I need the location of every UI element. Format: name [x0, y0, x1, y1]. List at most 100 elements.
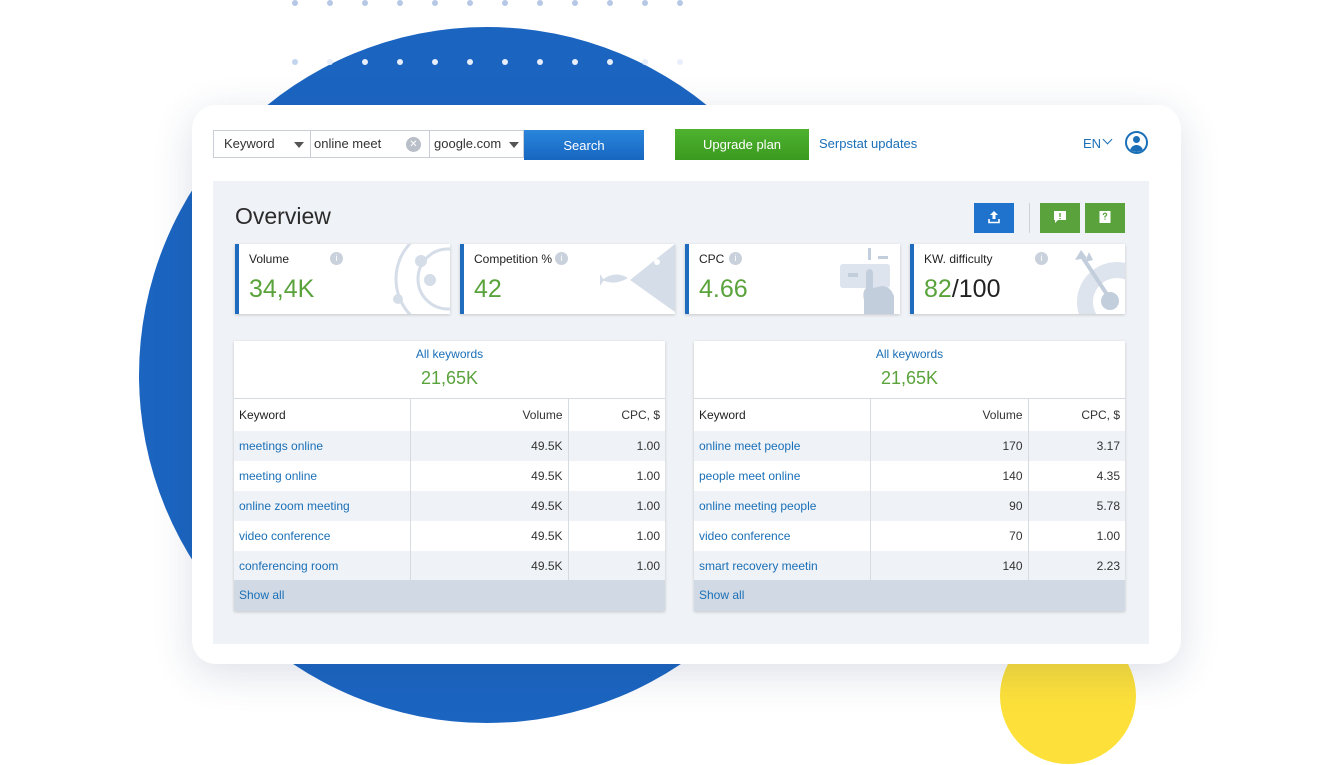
column-header-volume[interactable]: Volume [409, 398, 568, 431]
keyword-link[interactable]: video conference [239, 529, 331, 543]
click-hand-icon [840, 248, 894, 314]
info-icon[interactable]: i [1035, 252, 1048, 265]
metric-label: Volume [249, 252, 290, 266]
cpc-cell: 1.00 [567, 491, 665, 521]
cpc-cell: 4.35 [1027, 461, 1125, 491]
decorative-dots-row [292, 59, 692, 67]
keyword-link[interactable]: video conference [699, 529, 791, 543]
keyword-link[interactable]: online zoom meeting [234, 491, 410, 521]
clear-icon[interactable]: ✕ [406, 137, 421, 152]
feedback-button[interactable] [1040, 203, 1080, 233]
keyword-link[interactable]: meeting online [239, 469, 318, 483]
metric-card-competition: Competition % i 42 [460, 244, 675, 314]
cpc-cell: 1.00 [1027, 521, 1125, 551]
decorative-dots-row [292, 0, 692, 8]
cpc-cell: 1.00 [567, 551, 665, 581]
column-header-cpc[interactable]: CPC, $ [1027, 398, 1125, 431]
database-select[interactable]: google.com [429, 130, 524, 158]
cpc-cell: 1.00 [567, 521, 665, 551]
show-all-bar: Show all [694, 580, 1125, 611]
keywords-grid: Keyword Volume CPC, $ meetings online 49… [234, 398, 665, 581]
comment-alert-icon [1054, 210, 1066, 223]
app-window: Keyword online meet ✕ google.com Search … [192, 105, 1181, 664]
table-row: smart recovery meetin 140 2.23 [694, 551, 1125, 581]
table-row: people meet online 140 4.35 [694, 461, 1125, 491]
volume-cell: 170 [869, 431, 1028, 461]
export-button[interactable] [974, 203, 1014, 233]
volume-cell: 90 [869, 491, 1028, 521]
info-icon[interactable]: i [729, 252, 742, 265]
cpc-cell: 1.00 [567, 431, 665, 461]
chevron-down-icon[interactable] [1102, 134, 1113, 145]
metric-card-volume: Volume i 34,4K [235, 244, 450, 314]
chevron-down-icon [509, 142, 519, 148]
metric-value: 34,4K [249, 275, 315, 303]
overview-panel: Overview Volume i 34, [213, 181, 1149, 644]
radar-icon [393, 244, 450, 314]
metric-value: 42 [474, 275, 502, 303]
metric-value: 82/100 [924, 275, 1001, 303]
info-icon[interactable]: i [555, 252, 568, 265]
column-header-keyword[interactable]: Keyword [234, 398, 410, 431]
show-all-bar: Show all [234, 580, 665, 611]
table-row: meeting online 49.5K 1.00 [234, 461, 665, 491]
page-title: Overview [235, 203, 331, 229]
search-input[interactable]: online meet ✕ [310, 130, 430, 158]
table-row: meetings online 49.5K 1.00 [234, 431, 665, 461]
all-keywords-link[interactable]: All keywords [875, 347, 944, 361]
metric-card-kw-difficulty: KW. difficulty i 82/100 [910, 244, 1125, 314]
keyword-link[interactable]: smart recovery meetin [694, 551, 870, 581]
chevron-down-icon [294, 142, 304, 148]
table-row: video conference 49.5K 1.00 [234, 521, 665, 551]
volume-cell: 49.5K [409, 521, 568, 551]
volume-cell: 49.5K [409, 491, 568, 521]
volume-cell: 49.5K [409, 461, 568, 491]
metric-card-cpc: CPC i 4.66 [685, 244, 900, 314]
keyword-link[interactable]: online meet people [694, 431, 870, 461]
search-type-value: Keyword [224, 136, 275, 151]
serpstat-updates-link[interactable]: Serpstat updates [819, 136, 918, 151]
table-row: online meet people 170 3.17 [694, 431, 1125, 461]
help-book-icon [1099, 210, 1111, 223]
info-icon[interactable]: i [330, 252, 343, 265]
show-all-link[interactable]: Show all [699, 588, 745, 602]
metric-label: CPC [699, 252, 725, 266]
volume-cell: 140 [869, 461, 1028, 491]
upgrade-plan-button[interactable]: Upgrade plan [675, 129, 809, 160]
upload-icon [988, 210, 1000, 223]
search-type-select[interactable]: Keyword [213, 130, 311, 158]
show-all-link[interactable]: Show all [239, 588, 285, 602]
column-header-keyword[interactable]: Keyword [694, 398, 870, 431]
keywords-table-right: All keywords 21,65K Keyword Volume CPC, … [694, 341, 1125, 611]
table-row: online zoom meeting 49.5K 1.00 [234, 491, 665, 521]
keyword-link[interactable]: conferencing room [234, 551, 410, 581]
user-avatar-icon[interactable] [1125, 131, 1148, 154]
keyword-link[interactable]: people meet online [699, 469, 801, 483]
all-keywords-link[interactable]: All keywords [415, 347, 484, 361]
volume-cell: 140 [869, 551, 1028, 581]
cpc-cell: 3.17 [1027, 431, 1125, 461]
help-button[interactable] [1085, 203, 1125, 233]
keywords-count: 21,65K [880, 368, 939, 388]
fish-icon [600, 244, 675, 312]
keyword-link[interactable]: online meeting people [694, 491, 870, 521]
target-arrow-icon [1075, 250, 1125, 314]
language-selector[interactable]: EN [1083, 136, 1102, 151]
table-row: online meeting people 90 5.78 [694, 491, 1125, 521]
toolbar-divider [1029, 203, 1030, 233]
volume-cell: 49.5K [409, 551, 568, 581]
column-header-cpc[interactable]: CPC, $ [567, 398, 665, 431]
column-header-volume[interactable]: Volume [869, 398, 1028, 431]
keyword-link[interactable]: meetings online [234, 431, 410, 461]
volume-cell: 49.5K [409, 431, 568, 461]
metric-label: Competition % [474, 252, 553, 266]
volume-cell: 70 [869, 521, 1028, 551]
cpc-cell: 1.00 [567, 461, 665, 491]
table-row: video conference 70 1.00 [694, 521, 1125, 551]
search-button[interactable]: Search [524, 130, 644, 160]
keywords-grid: Keyword Volume CPC, $ online meet people… [694, 398, 1125, 581]
metric-value: 4.66 [699, 275, 748, 303]
database-value: google.com [434, 136, 502, 151]
table-row: conferencing room 49.5K 1.00 [234, 551, 665, 581]
metric-label: KW. difficulty [924, 252, 993, 266]
